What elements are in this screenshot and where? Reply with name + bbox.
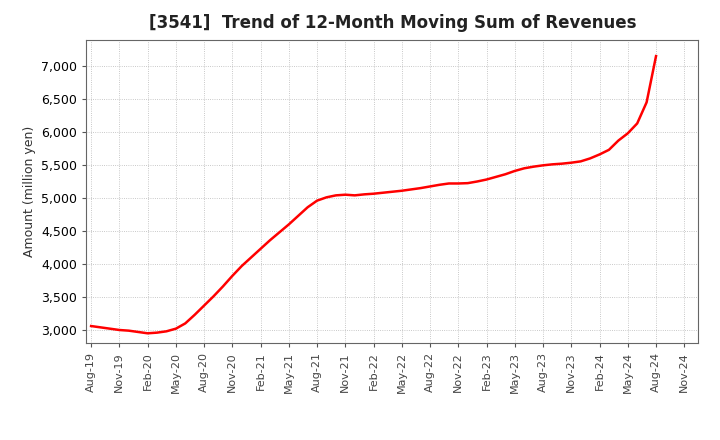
Y-axis label: Amount (million yen): Amount (million yen) [23, 126, 36, 257]
Title: [3541]  Trend of 12-Month Moving Sum of Revenues: [3541] Trend of 12-Month Moving Sum of R… [148, 15, 636, 33]
